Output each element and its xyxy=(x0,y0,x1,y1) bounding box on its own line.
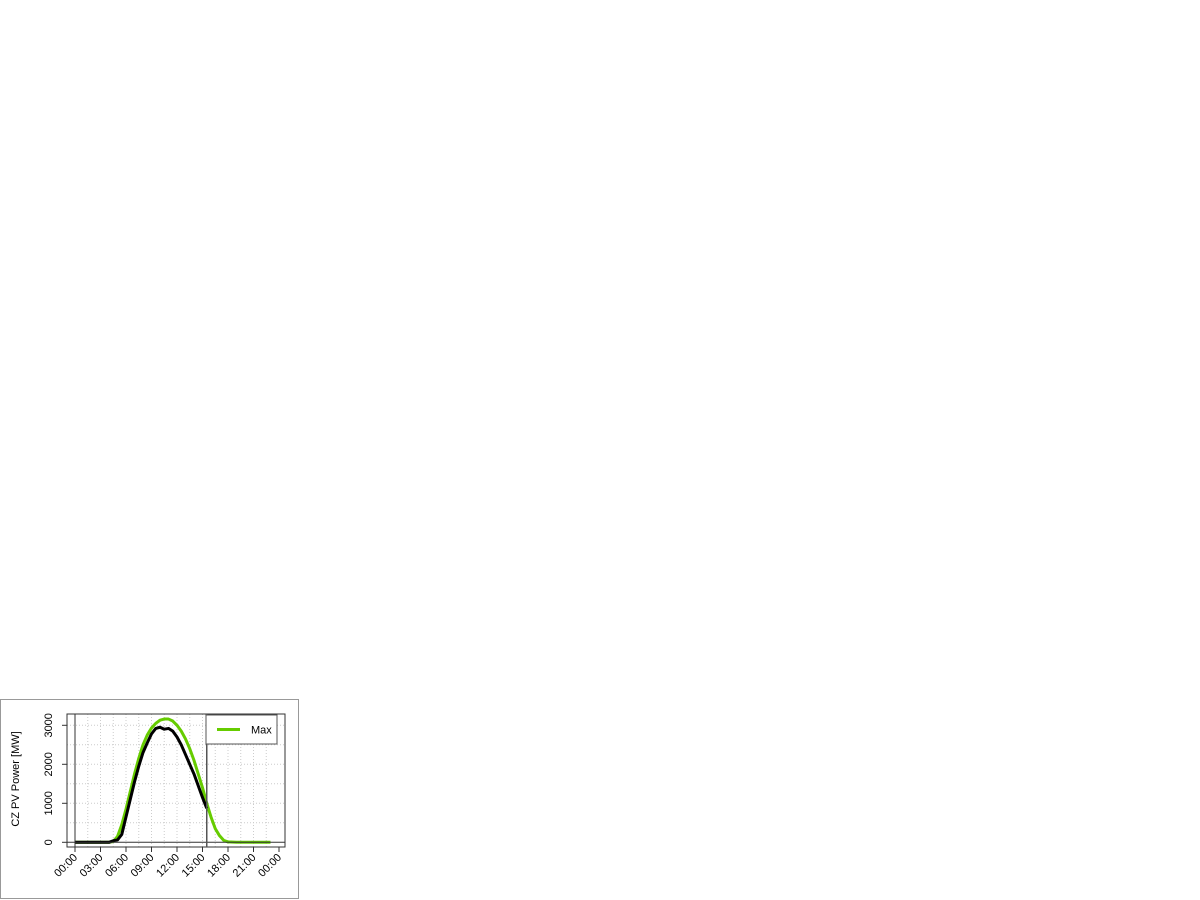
series-line-max xyxy=(75,717,271,844)
legend-label-max: Max xyxy=(251,725,272,737)
x-tick-label: 06:00 xyxy=(103,852,131,880)
legend: Max xyxy=(205,714,278,745)
x-tick-label: 15:00 xyxy=(180,852,208,880)
x-tick-label: 09:00 xyxy=(129,852,157,880)
x-tick-label: 00:00 xyxy=(256,852,284,880)
series-line-actual xyxy=(75,725,209,844)
x-tick-label: 21:00 xyxy=(231,852,259,880)
x-tick-label: 00:00 xyxy=(52,852,80,880)
y-tick-label: 0 xyxy=(43,839,55,845)
y-tick-label: 1000 xyxy=(43,791,55,815)
y-tick-label: 3000 xyxy=(43,713,55,737)
chart-frame xyxy=(0,699,299,899)
y-tick-label: 2000 xyxy=(43,752,55,776)
plot-box xyxy=(66,713,286,848)
series-group xyxy=(75,717,271,844)
x-tick-label: 18:00 xyxy=(205,852,233,880)
x-tick-label: 12:00 xyxy=(154,852,182,880)
x-tick-label: 03:00 xyxy=(78,852,106,880)
y-axis-label: CZ PV Power [MW] xyxy=(10,731,22,826)
